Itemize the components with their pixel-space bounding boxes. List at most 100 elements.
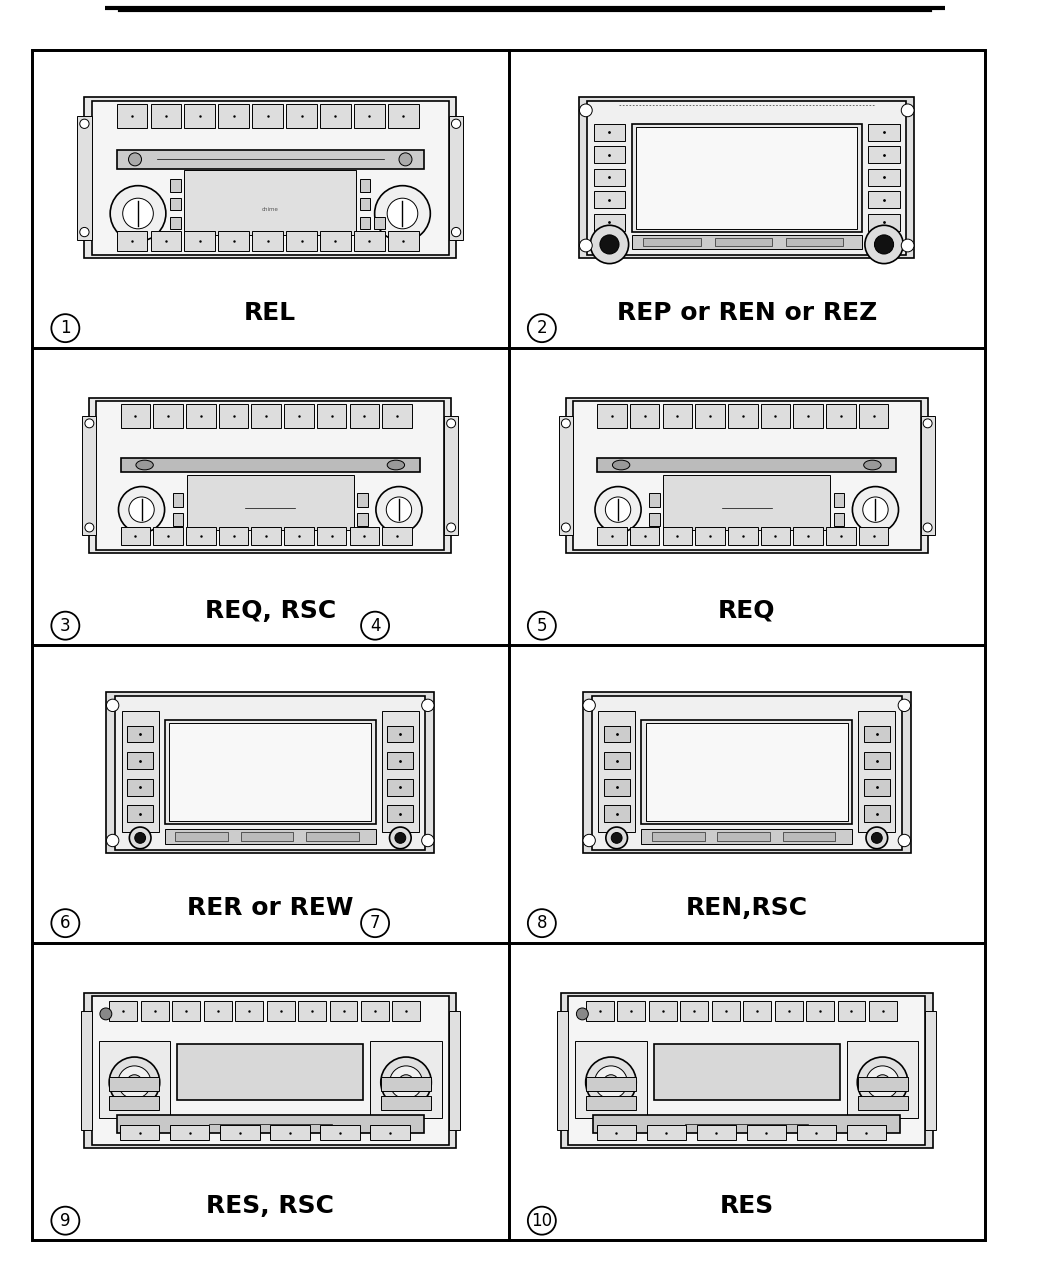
Text: 3: 3 [60, 617, 70, 635]
Bar [354, 231, 384, 251]
Bar [117, 1116, 424, 1133]
Bar [846, 1126, 886, 1140]
Bar [361, 1001, 388, 1021]
Bar [381, 1077, 432, 1091]
Circle shape [606, 497, 631, 523]
Bar [317, 528, 346, 546]
Bar [267, 1001, 295, 1021]
Bar [921, 416, 934, 536]
Bar [663, 528, 692, 546]
Circle shape [390, 1066, 422, 1099]
Circle shape [452, 119, 461, 129]
Bar [393, 1001, 420, 1021]
Circle shape [595, 487, 642, 533]
Bar [630, 528, 659, 546]
Bar [597, 458, 897, 473]
Bar [587, 101, 906, 255]
Bar [592, 696, 902, 850]
Bar [109, 1077, 160, 1091]
Bar [330, 1001, 357, 1021]
Bar [652, 831, 705, 842]
Bar [728, 404, 757, 428]
Bar [586, 1096, 636, 1111]
Bar [218, 103, 249, 128]
Bar [838, 1001, 865, 1021]
Bar [173, 493, 184, 506]
Circle shape [866, 827, 887, 849]
Bar [834, 513, 844, 527]
Text: RES, RSC: RES, RSC [206, 1193, 334, 1218]
Circle shape [583, 834, 595, 847]
Text: 7: 7 [370, 914, 380, 932]
Bar [381, 1096, 432, 1111]
Bar [604, 752, 630, 769]
Text: REP or REN or REZ: REP or REN or REZ [616, 301, 877, 325]
Circle shape [118, 1066, 151, 1099]
Circle shape [865, 226, 903, 264]
Bar [580, 97, 915, 259]
Circle shape [85, 523, 93, 532]
Circle shape [398, 1075, 414, 1090]
Bar [869, 1001, 897, 1021]
Bar [218, 404, 249, 428]
Circle shape [106, 834, 119, 847]
Bar [663, 404, 692, 428]
Bar [715, 238, 772, 246]
Bar [306, 831, 359, 842]
Circle shape [853, 487, 899, 533]
Circle shape [395, 833, 405, 843]
Text: REN,RSC: REN,RSC [686, 896, 807, 921]
Bar [204, 1001, 232, 1021]
Bar [235, 1001, 264, 1021]
Bar [91, 101, 449, 255]
Bar [834, 493, 844, 506]
Bar [121, 458, 420, 473]
Bar [127, 779, 153, 796]
Circle shape [898, 699, 910, 711]
Bar [186, 528, 215, 546]
Bar [858, 711, 896, 831]
Circle shape [109, 1057, 160, 1108]
Bar [84, 97, 456, 259]
Bar [598, 711, 635, 831]
Circle shape [375, 186, 430, 241]
Circle shape [399, 153, 412, 166]
Bar [354, 103, 384, 128]
Bar [864, 725, 889, 742]
Bar [593, 124, 626, 140]
Bar [357, 513, 367, 527]
Bar [868, 191, 900, 208]
Bar [586, 1077, 636, 1091]
Bar [388, 103, 419, 128]
Bar [712, 1001, 739, 1021]
Bar [251, 528, 281, 546]
Bar [794, 404, 823, 428]
Bar [680, 1001, 708, 1021]
Circle shape [590, 226, 629, 264]
Circle shape [901, 105, 915, 117]
Bar [449, 116, 463, 240]
Circle shape [80, 119, 89, 129]
Bar [320, 1126, 359, 1140]
Bar [604, 725, 630, 742]
Bar [664, 476, 831, 530]
Bar [121, 528, 150, 546]
Bar [127, 752, 153, 769]
Bar [218, 528, 249, 546]
Bar [649, 1001, 676, 1021]
Bar [632, 124, 862, 232]
Bar [382, 528, 412, 546]
Text: 4: 4 [370, 617, 380, 635]
Bar [165, 829, 376, 844]
Bar [317, 404, 346, 428]
Bar [117, 103, 147, 128]
Circle shape [583, 699, 595, 711]
Text: REQ, RSC: REQ, RSC [205, 599, 336, 622]
Bar [173, 513, 184, 527]
Bar [858, 1096, 907, 1111]
Bar [387, 806, 414, 822]
Bar [120, 1126, 160, 1140]
Bar [859, 404, 888, 428]
Bar [382, 711, 419, 831]
Bar [320, 231, 351, 251]
